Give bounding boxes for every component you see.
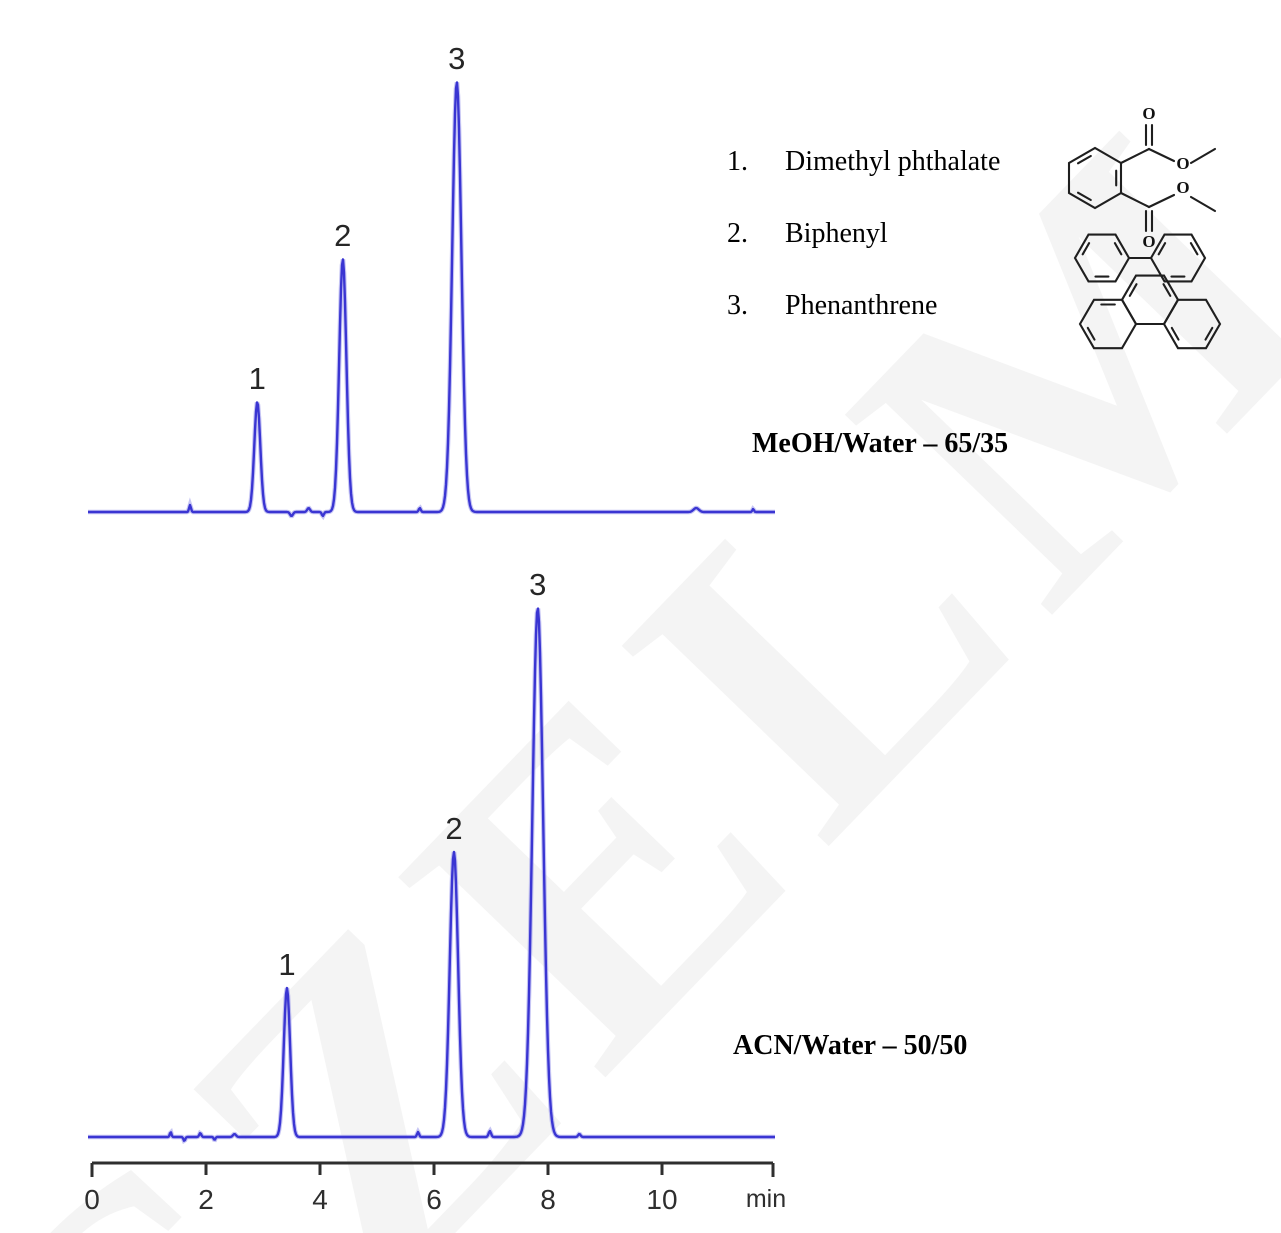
axis-tick-label: 0 — [84, 1184, 100, 1215]
axis-tick-label: 4 — [312, 1184, 328, 1215]
peak-label-top-3: 3 — [448, 41, 465, 76]
legend-item-3: 3. Phenanthrene — [727, 290, 1057, 362]
biphenyl-structure — [1073, 233, 1207, 283]
axis-tick-label: 10 — [646, 1184, 677, 1215]
peak-label-bottom-1: 1 — [278, 947, 295, 982]
chemical-structures: O O O O — [1067, 105, 1222, 350]
peak-label-bottom-2: 2 — [445, 811, 462, 846]
legend-item-2: 2. Biphenyl — [727, 218, 1057, 290]
legend-compound-name: Dimethyl phthalate — [785, 146, 1001, 177]
carbonyl-o-label: O — [1142, 232, 1155, 251]
ester-o-label: O — [1176, 178, 1189, 197]
legend-compound-name: Biphenyl — [785, 218, 888, 249]
mobile-phase-title-bottom: ACN/Water – 50/50 — [733, 1030, 968, 1061]
phenanthrene-structure — [1078, 274, 1222, 350]
compound-legend: 1. Dimethyl phthalate 2. Biphenyl 3. Phe… — [727, 146, 1057, 362]
trace-halo-top — [88, 82, 775, 521]
axis-tick-label: 2 — [198, 1184, 214, 1215]
peak-label-top-2: 2 — [334, 218, 351, 253]
legend-compound-name: Phenanthrene — [785, 290, 938, 321]
chromatogram-trace-bottom — [87, 607, 776, 1142]
dimethyl-phthalate-structure: O O O O — [1067, 105, 1217, 251]
mobile-phase-title-top: MeOH/Water – 65/35 — [752, 428, 1009, 459]
legend-item-1: 1. Dimethyl phthalate — [727, 146, 1057, 218]
peak-label-bottom-3: 3 — [529, 567, 546, 602]
carbonyl-o-label: O — [1142, 105, 1155, 123]
ester-o-label: O — [1176, 154, 1189, 173]
legend-number: 1. — [727, 146, 748, 177]
legend-number: 2. — [727, 218, 748, 249]
legend-number: 3. — [727, 290, 748, 321]
axis-tick-label: 8 — [540, 1184, 556, 1215]
axis-unit-label: min — [746, 1185, 786, 1213]
chromatogram-trace-top — [87, 81, 776, 518]
peak-label-top-1: 1 — [249, 361, 266, 396]
trace-halo-bottom — [88, 608, 775, 1145]
axis-tick-label: 6 — [426, 1184, 442, 1215]
